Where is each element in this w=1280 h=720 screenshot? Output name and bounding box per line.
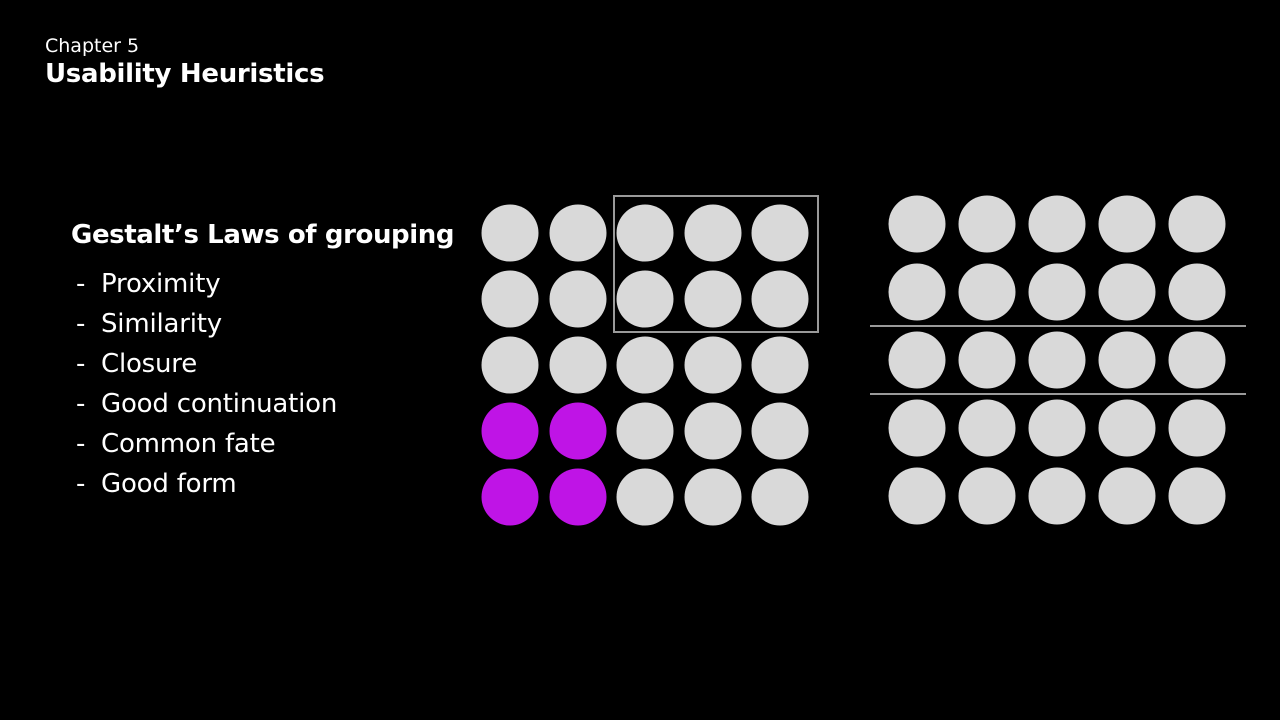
circle [684,204,742,262]
circle [751,468,809,526]
circle [481,270,539,328]
circle [481,336,539,394]
circle [1098,399,1156,457]
circle [1028,263,1086,321]
circle [684,336,742,394]
circle [481,204,539,262]
left-circle-grid [481,195,819,526]
circle [1168,467,1226,525]
circle [1028,331,1086,389]
circle [549,204,607,262]
bullet-dash: - [76,429,86,459]
circle [958,195,1016,253]
circle [1098,195,1156,253]
circle [616,336,674,394]
circle [1168,195,1226,253]
circle [958,399,1016,457]
circle [1098,331,1156,389]
highlighted-circle [549,402,607,460]
circle [751,336,809,394]
circle [958,331,1016,389]
laws-list: - Proximity - Similarity - Closure - Good co… [71,264,454,504]
bullet-dash: - [76,389,86,419]
circle [1028,467,1086,525]
laws-section: Gestalt’s Laws of grouping - Proximity -S… [71,216,455,504]
circle [1028,399,1086,457]
list-item-label: Common fate [101,429,276,459]
circle [958,467,1016,525]
highlighted-circle [549,468,607,526]
bullet-dash: - [76,469,86,499]
list-item-label: Good continuation [101,389,338,419]
list-item-label: Closure [101,349,198,379]
circle [549,270,607,328]
list-item: - Good form [71,464,454,504]
circle [549,336,607,394]
circle [888,399,946,457]
circle [616,402,674,460]
highlighted-circle [481,402,539,460]
circle [1028,195,1086,253]
list-item-label: Proximity [101,269,221,299]
circle [888,195,946,253]
common-region-grid [860,185,1260,540]
circle [616,270,674,328]
circle [751,270,809,328]
circle [1168,263,1226,321]
list-item: - Proximity [71,264,454,304]
bullet-dash: - [76,349,86,379]
list-item: - Common fate [71,424,454,464]
circle [888,263,946,321]
circle [1168,331,1226,389]
circle [616,204,674,262]
circle [751,204,809,262]
list-item: - Similarity [71,304,454,344]
grouping-box [613,195,819,333]
list-item: - Closure [71,344,454,384]
list-item-label: Similarity [101,309,222,339]
circle [751,402,809,460]
slide-header: Chapter 5 Usability Heuristics [45,34,325,90]
circle [888,331,946,389]
list-item-label: Good form [101,469,237,499]
circle [616,468,674,526]
right-circle-grid [870,195,1246,525]
circle [958,263,1016,321]
slide-title: Usability Heuristics [45,59,325,89]
list-item: - Good continuation [71,384,454,424]
chapter-label: Chapter 5 [45,35,140,57]
proximity-similarity-grid [470,185,840,540]
circle [888,467,946,525]
circle [1098,467,1156,525]
circle [684,270,742,328]
circle [684,402,742,460]
circle [1168,399,1226,457]
bullet-dash: - [76,269,86,299]
bullet-dash: - [76,309,86,339]
circle [1098,263,1156,321]
highlighted-circle [481,468,539,526]
circle [684,468,742,526]
laws-heading: Gestalt’s Laws of grouping [71,220,455,250]
